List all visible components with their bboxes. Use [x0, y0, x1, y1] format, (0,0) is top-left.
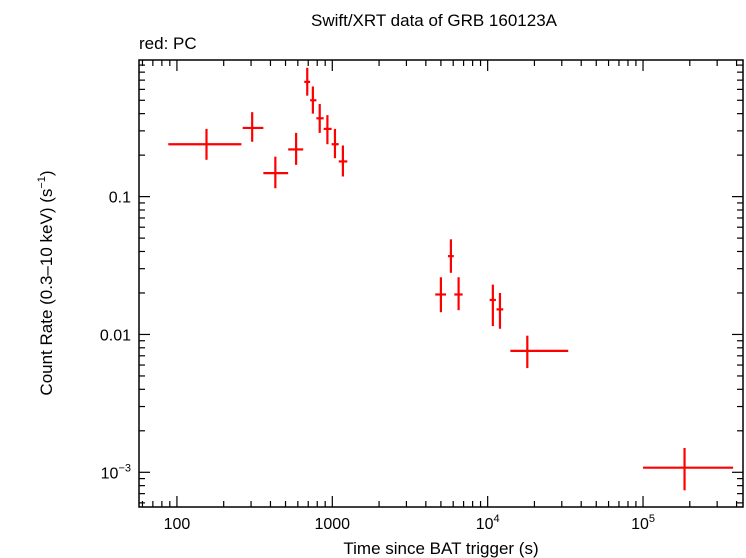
- y-tick-label: 0.01: [100, 327, 131, 344]
- data-point: [316, 103, 324, 133]
- y-tick-label: 0.1: [109, 190, 131, 207]
- data-point: [338, 145, 348, 177]
- x-tick-label: 100: [164, 516, 191, 533]
- y-tick-label: 10−3: [101, 462, 131, 482]
- data-point: [489, 284, 496, 327]
- data-point: [454, 277, 463, 311]
- data-point: [263, 156, 289, 189]
- y-axis-label-main: Count Rate (0.3–10 keV) (s: [37, 189, 56, 396]
- chart-title: Swift/XRT data of GRB 160123A: [311, 11, 558, 30]
- x-tick-label: 105: [631, 513, 655, 533]
- data-point: [323, 115, 332, 145]
- y-axis-label-sup: −1: [36, 176, 48, 189]
- y-axis-label-end: ): [37, 170, 56, 176]
- data-point: [242, 112, 264, 142]
- x-axis-label: Time since BAT trigger (s): [343, 539, 538, 558]
- data-point: [510, 335, 569, 369]
- x-tick-label: 104: [476, 513, 500, 533]
- data-point: [643, 448, 734, 491]
- data-point: [435, 277, 447, 313]
- x-tick-label: 1000: [314, 516, 350, 533]
- chart-subtitle: red: PC: [139, 34, 197, 53]
- data-points: [168, 67, 734, 491]
- data-point: [447, 239, 454, 273]
- data-point: [310, 86, 317, 114]
- data-point: [331, 128, 339, 159]
- data-point: [288, 132, 304, 165]
- data-point: [168, 128, 242, 160]
- axis-ticks: [139, 60, 743, 507]
- data-point: [304, 67, 311, 96]
- axis-tick-labels: 100 1000 104 105 0.1 0.01 10−3: [100, 190, 655, 533]
- y-axis-label: Count Rate (0.3–10 keV) (s−1): [36, 170, 56, 395]
- data-point: [496, 292, 504, 329]
